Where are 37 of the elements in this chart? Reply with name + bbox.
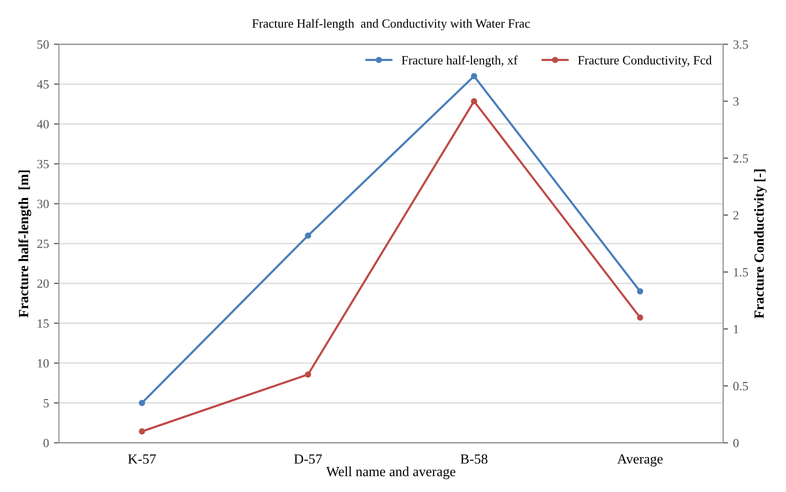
legend-label: Fracture Conductivity, Fcd — [578, 56, 712, 68]
y2-tick-label: 1.5 — [734, 268, 748, 277]
x-axis-title: Well name and average — [326, 466, 456, 480]
y-tick-label: 40 — [36, 120, 49, 128]
point — [304, 232, 312, 239]
y2-tick-label: 1 — [734, 325, 738, 334]
y-tick-label: 45 — [36, 80, 49, 89]
y-tick-label: 10 — [38, 359, 49, 368]
point — [636, 288, 644, 294]
point — [138, 428, 146, 435]
y-tick-label: 50 — [37, 40, 49, 49]
y-tick-label: 0 — [43, 438, 49, 448]
x-tick-label: D-57 — [294, 454, 322, 464]
y2-tick-label: 3.5 — [733, 40, 748, 49]
y2-tick-label: 0 — [733, 438, 739, 448]
chart-title: Fracture Half-length and Conductivity with Water Frac — [252, 18, 530, 30]
x-tick-label: K-57 — [128, 454, 156, 464]
y2-tick-label: 3 — [733, 97, 739, 106]
y-tick-label: 25 — [37, 240, 49, 248]
y-tick-label: 15 — [38, 319, 49, 328]
y2-tick-label: 2.5 — [733, 154, 748, 163]
y-tick-label: 20 — [37, 279, 49, 288]
legend-label: Fracture half-length, xf — [402, 56, 518, 68]
y2-tick-label: 0.5 — [733, 382, 748, 390]
point — [636, 314, 644, 321]
point — [470, 73, 478, 80]
point — [304, 371, 312, 378]
x-tick-label: Average — [617, 454, 663, 467]
y2-axis-title: Fracture Conductivity [-] — [754, 169, 767, 318]
y2-tick-label: 2 — [733, 211, 738, 220]
y-axis-title: Fracture half-length [m] — [18, 170, 32, 318]
y-tick-label: 5 — [44, 399, 49, 408]
point — [138, 400, 146, 406]
y-tick-label: 35 — [37, 160, 49, 168]
x-tick-label: B-58 — [460, 454, 488, 464]
point — [470, 98, 478, 104]
y-tick-label: 30 — [37, 200, 49, 208]
